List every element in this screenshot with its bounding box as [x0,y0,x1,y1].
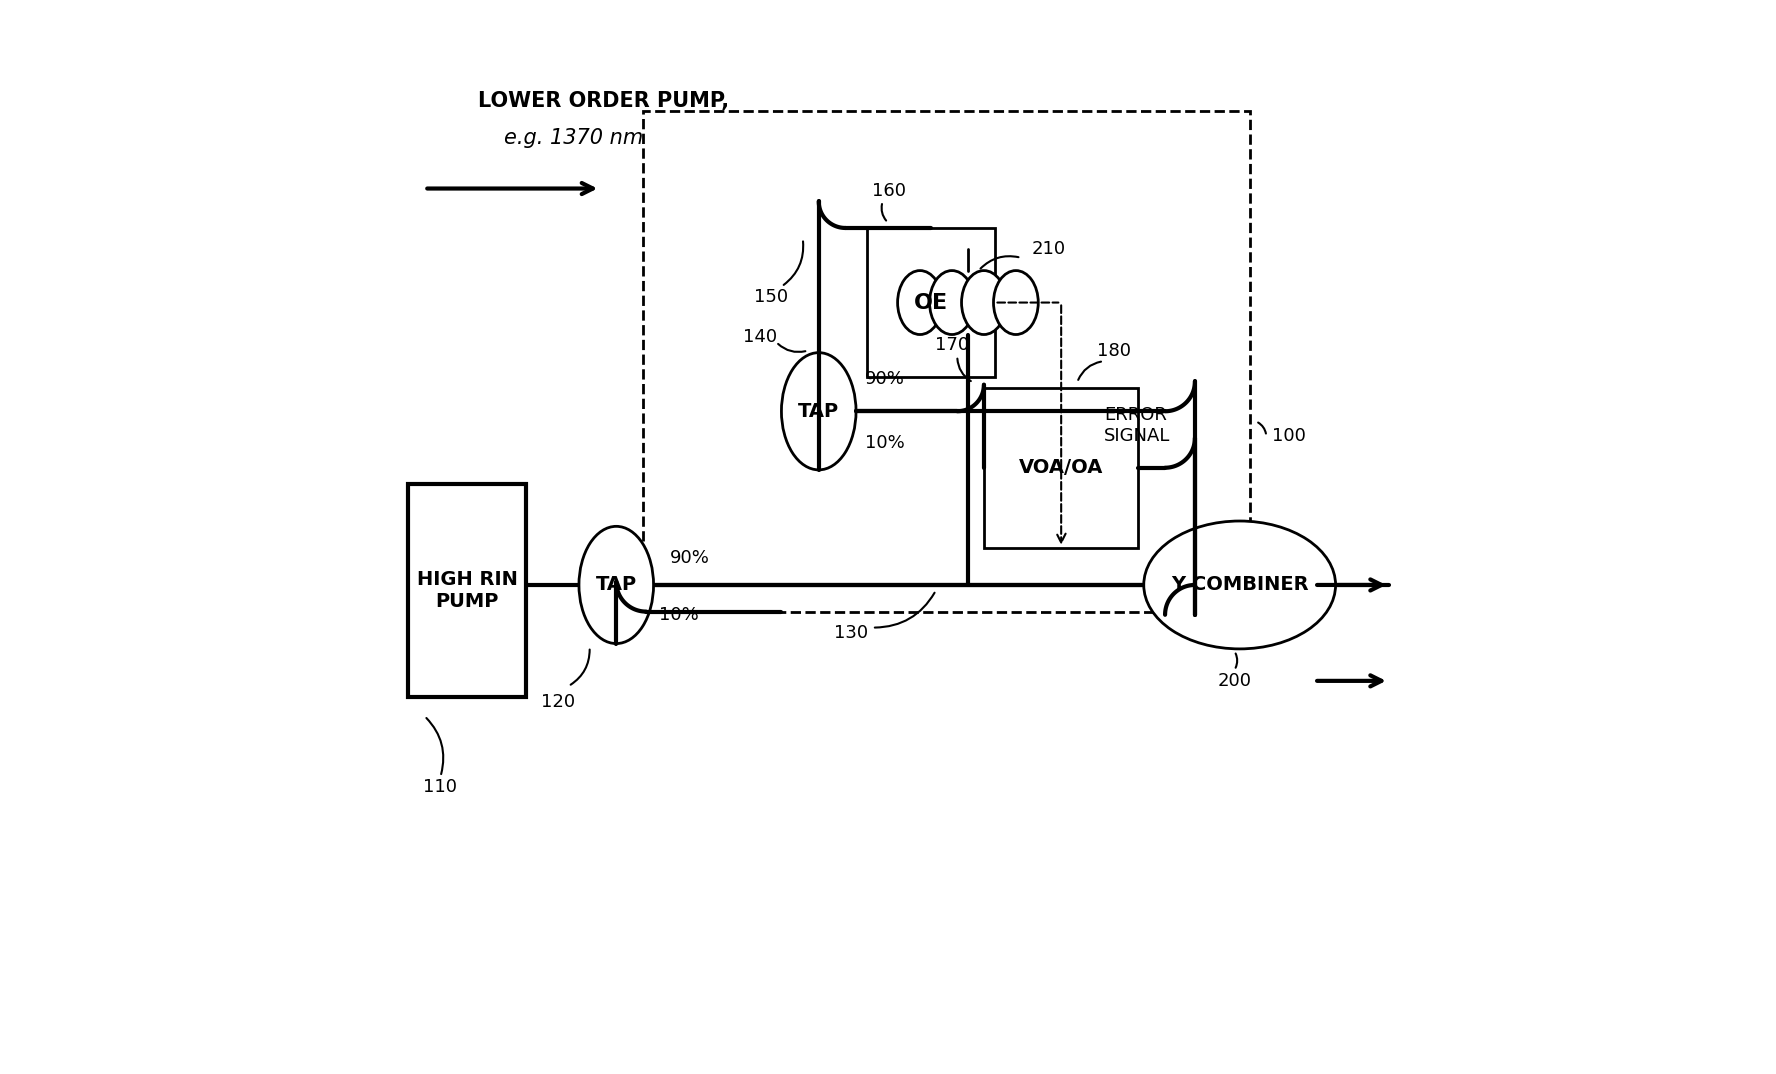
Bar [408,483,526,697]
Ellipse shape [929,271,975,334]
Ellipse shape [897,271,943,334]
Text: 120: 120 [540,693,575,711]
Text: 210: 210 [1032,241,1066,258]
Text: 10%: 10% [865,434,904,452]
Text: Y COMBINER: Y COMBINER [1170,576,1309,594]
Text: 200: 200 [1217,672,1252,690]
Bar [984,388,1138,548]
Text: 150: 150 [753,288,789,306]
Ellipse shape [961,271,1007,334]
Text: 110: 110 [423,779,458,797]
Text: 100: 100 [1272,427,1305,446]
Text: TAP: TAP [595,576,638,594]
Text: 180: 180 [1098,342,1131,360]
Bar [643,111,1250,611]
Text: e.g. 1370 nm: e.g. 1370 nm [504,128,643,148]
Text: 10%: 10% [659,606,698,624]
Text: 170: 170 [934,336,970,354]
Text: LOWER ORDER PUMP,: LOWER ORDER PUMP, [478,90,728,111]
Text: 90%: 90% [670,549,709,567]
Ellipse shape [579,526,654,643]
Text: 130: 130 [833,624,868,642]
Ellipse shape [993,271,1039,334]
Text: OE: OE [913,292,948,313]
Text: VOA/OA: VOA/OA [1019,459,1103,477]
Bar [867,228,995,377]
Text: TAP: TAP [797,402,840,421]
Text: ERROR
SIGNAL: ERROR SIGNAL [1105,406,1170,445]
Ellipse shape [1144,521,1336,649]
Ellipse shape [781,352,856,469]
Text: 160: 160 [872,182,906,200]
Text: 90%: 90% [865,371,904,389]
Text: 140: 140 [742,328,778,346]
Text: HIGH RIN
PUMP: HIGH RIN PUMP [417,570,517,611]
